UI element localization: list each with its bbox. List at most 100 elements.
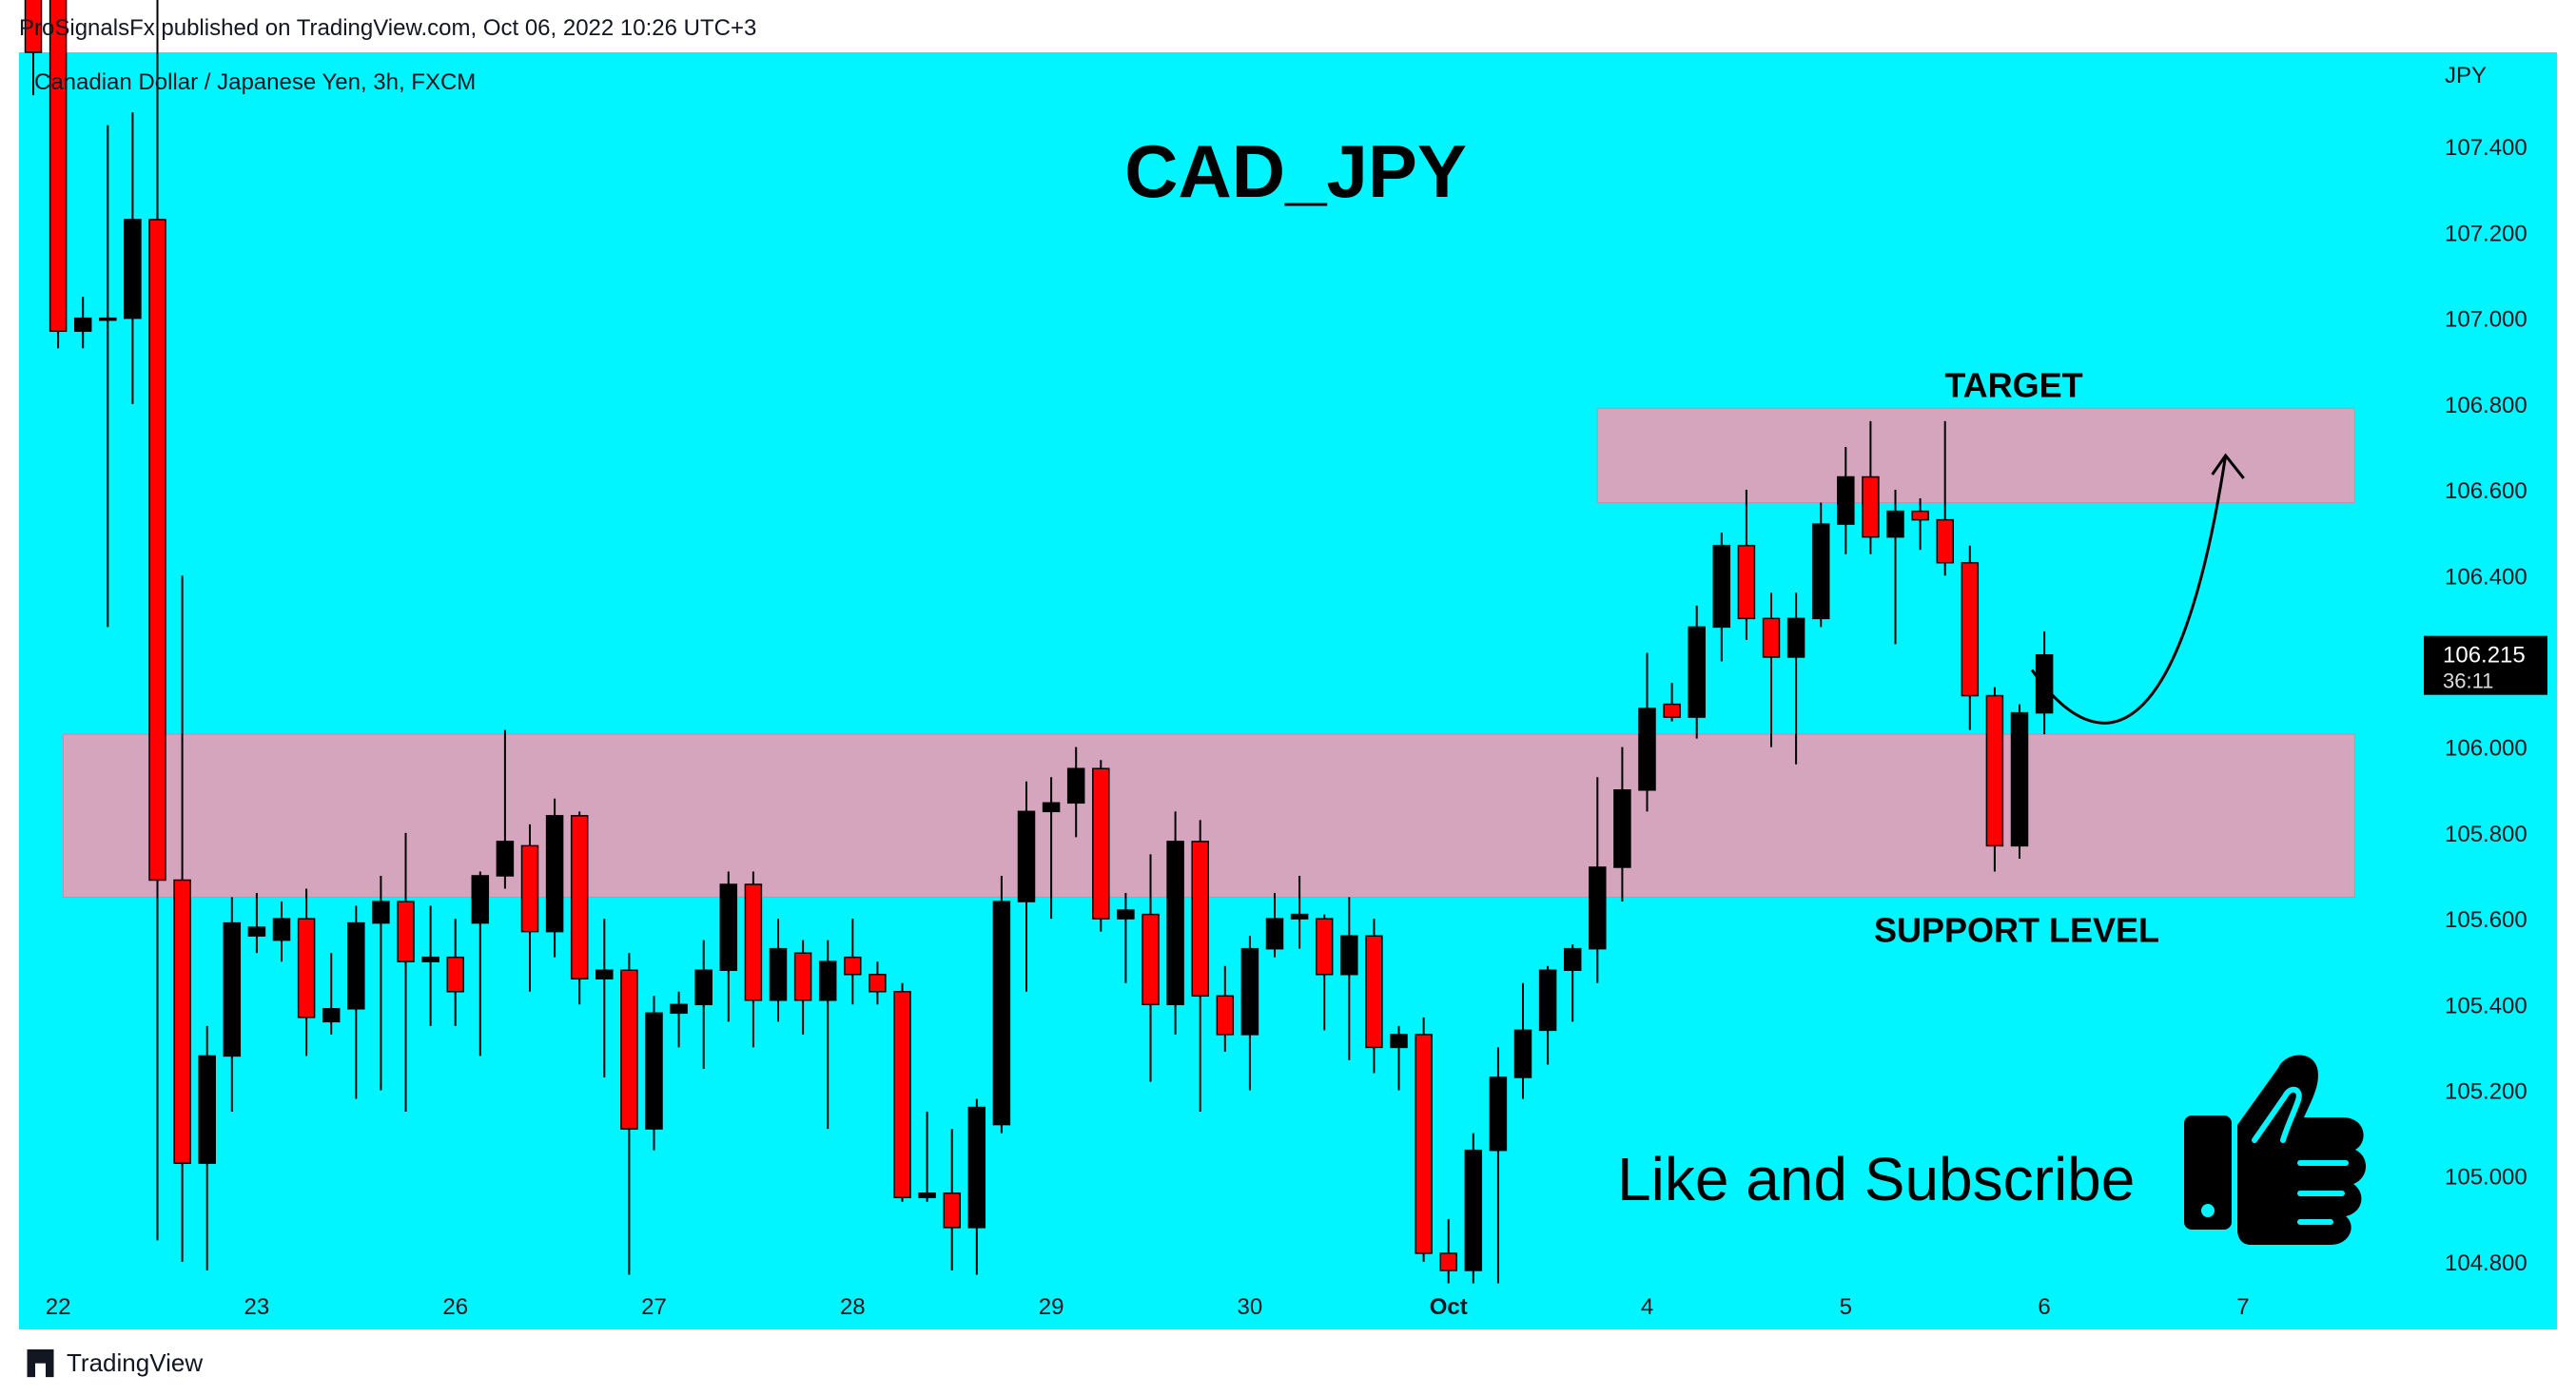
candle xyxy=(1191,820,1209,1113)
candle xyxy=(1439,1218,1457,1284)
promo-text: Like and Subscribe xyxy=(1617,1145,2135,1213)
candle-body xyxy=(1415,1034,1433,1254)
candle xyxy=(446,919,464,1026)
candle xyxy=(1563,944,1582,1022)
candle xyxy=(1142,854,1160,1082)
candle-body xyxy=(595,969,614,979)
publish-header: ProSignalsFx published on TradingView.co… xyxy=(19,15,757,41)
candle-body xyxy=(322,1008,341,1023)
candle-body xyxy=(645,1012,663,1130)
candle-body xyxy=(496,841,515,877)
candle xyxy=(272,902,291,962)
x-tick-label: 29 xyxy=(1039,1294,1064,1320)
candle-body xyxy=(1117,909,1135,920)
candle xyxy=(1589,777,1607,983)
candle-body xyxy=(1166,841,1184,1006)
candle-body xyxy=(223,921,242,1057)
candle-body xyxy=(967,1106,986,1229)
candle-body xyxy=(421,956,439,962)
candle xyxy=(967,1098,986,1275)
candle xyxy=(1936,420,1954,576)
candle xyxy=(1464,1133,1483,1284)
y-tick-label: 104.800 xyxy=(2445,1251,2527,1276)
candle-body xyxy=(1663,703,1681,718)
x-tick-label: 26 xyxy=(442,1294,468,1320)
candle xyxy=(1092,760,1110,932)
candle xyxy=(496,729,515,889)
footer: ▐▀▌ TradingView xyxy=(19,1348,203,1378)
candle-body xyxy=(844,956,862,976)
y-tick-label: 106.400 xyxy=(2445,564,2527,590)
candle-body xyxy=(793,952,812,1001)
candle xyxy=(1538,965,1557,1065)
y-tick-label: 106.800 xyxy=(2445,393,2527,418)
candle xyxy=(793,940,812,1035)
candle-body xyxy=(2010,711,2029,847)
candle-body xyxy=(570,815,589,979)
candle-body xyxy=(272,918,291,941)
candle xyxy=(73,297,92,349)
candle-body xyxy=(247,926,266,937)
x-tick-label: 5 xyxy=(1840,1294,1852,1320)
candle xyxy=(247,893,266,954)
tradingview-logo-icon: ▐▀▌ xyxy=(19,1349,62,1376)
candle-body xyxy=(1340,935,1358,976)
candle-body xyxy=(173,879,191,1164)
candle-body xyxy=(719,883,738,971)
candle xyxy=(49,0,68,349)
candle-body xyxy=(297,918,316,1018)
candle xyxy=(719,871,738,1022)
candle-body xyxy=(148,219,166,882)
candle xyxy=(1513,982,1532,1099)
candle xyxy=(1365,919,1383,1074)
candle-body xyxy=(1712,544,1731,629)
y-tick-label: 105.600 xyxy=(2445,907,2527,933)
candle-body xyxy=(24,0,43,53)
candle-body xyxy=(1936,518,1954,564)
thumb-cuff xyxy=(2184,1115,2232,1230)
candle-body xyxy=(1688,626,1706,718)
candle-body xyxy=(1092,767,1110,920)
candle xyxy=(99,125,117,628)
x-tick-label: 4 xyxy=(1641,1294,1653,1320)
candle-body xyxy=(1911,510,1929,521)
candle-body xyxy=(471,875,490,924)
candle-body xyxy=(397,901,415,962)
candle xyxy=(2035,630,2054,735)
candle xyxy=(1489,1047,1508,1284)
candle xyxy=(545,798,564,958)
candle-body xyxy=(73,317,92,332)
candle xyxy=(372,875,390,1091)
thumb-fingers xyxy=(2297,1160,2349,1225)
candle xyxy=(471,871,490,1057)
projection-arrowhead-icon xyxy=(2211,453,2245,479)
x-tick-label: 22 xyxy=(46,1294,71,1320)
candle-body xyxy=(1961,561,1980,697)
candle-body xyxy=(1513,1029,1532,1078)
y-tick-label: 107.200 xyxy=(2445,221,2527,246)
thumbs-up-icon xyxy=(2184,1055,2367,1245)
candle xyxy=(223,897,242,1113)
symbol-description: Canadian Dollar / Japanese Yen, 3h, FXCM xyxy=(34,69,476,95)
candle xyxy=(744,871,763,1048)
candle xyxy=(769,919,788,1022)
candle xyxy=(1315,914,1334,1031)
candle xyxy=(2010,704,2029,859)
candle-body xyxy=(1365,935,1383,1049)
candle xyxy=(124,112,142,404)
candle xyxy=(570,811,589,1005)
candle-body xyxy=(545,815,564,933)
candle xyxy=(24,0,43,96)
candle xyxy=(1240,936,1259,1091)
candle xyxy=(1862,420,1880,554)
x-tick-label: 6 xyxy=(2038,1294,2050,1320)
candle-body xyxy=(769,947,788,1001)
candle xyxy=(918,1112,936,1202)
candle-body xyxy=(1265,918,1284,950)
x-tick-label: 27 xyxy=(641,1294,667,1320)
candle xyxy=(1017,781,1036,992)
candle-body xyxy=(1240,947,1259,1036)
candle-body xyxy=(1216,995,1235,1036)
candle xyxy=(595,919,614,1077)
